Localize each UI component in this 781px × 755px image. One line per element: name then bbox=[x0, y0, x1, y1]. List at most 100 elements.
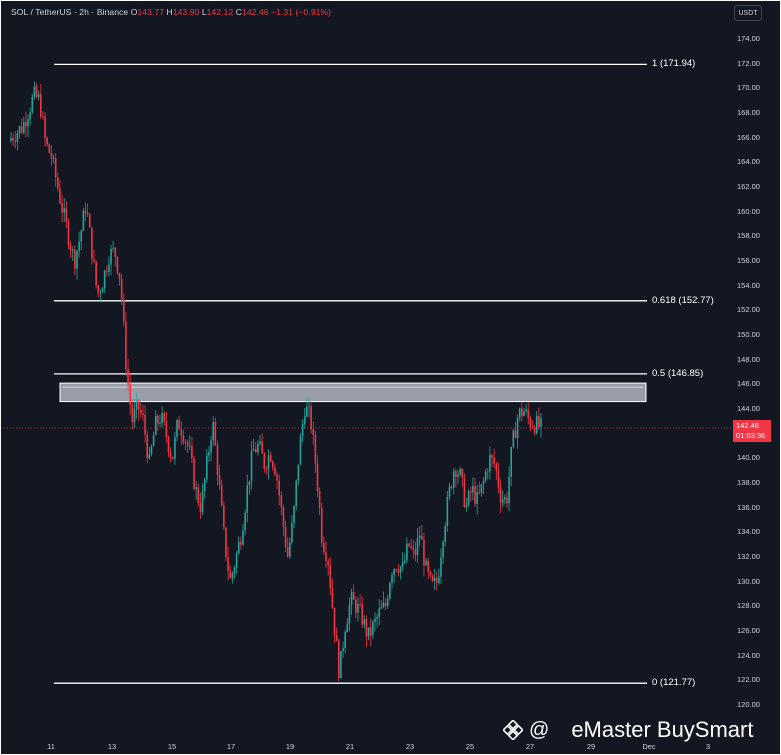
candles-layer bbox=[10, 81, 542, 682]
candle-body bbox=[299, 436, 302, 465]
candle-body bbox=[335, 634, 338, 641]
candle-body bbox=[301, 424, 304, 437]
candle-body bbox=[201, 491, 204, 513]
candle-body bbox=[448, 486, 451, 497]
candle-body bbox=[178, 420, 180, 430]
open-value: 143.77 bbox=[137, 7, 165, 17]
y-tick-label: 150.00 bbox=[737, 330, 760, 339]
candle-body bbox=[418, 535, 421, 538]
candle-body bbox=[484, 471, 487, 481]
x-tick-label: 25 bbox=[465, 742, 475, 751]
candle-body bbox=[80, 230, 83, 242]
candle-body bbox=[44, 116, 46, 138]
candle-body bbox=[61, 202, 63, 213]
candle-body bbox=[367, 627, 370, 637]
candle-body bbox=[191, 445, 193, 459]
candle-body bbox=[272, 461, 274, 468]
candle-body bbox=[291, 522, 293, 543]
candle-body bbox=[144, 415, 146, 435]
y-tick-label: 124.00 bbox=[737, 650, 760, 660]
candle-body bbox=[114, 247, 117, 257]
candle-body bbox=[346, 623, 349, 633]
candle-body bbox=[323, 542, 325, 553]
candle-body bbox=[244, 512, 246, 531]
symbol-info: SOL / TetherUS · 2h · Binance O143.77 H1… bbox=[11, 7, 331, 17]
candle-body bbox=[95, 261, 97, 286]
candle-body bbox=[444, 526, 447, 542]
candle-body bbox=[531, 426, 534, 428]
candle-body bbox=[35, 86, 38, 97]
candle-body bbox=[476, 491, 478, 504]
candle-body bbox=[525, 409, 527, 411]
candle-body bbox=[482, 480, 485, 485]
candle-body bbox=[246, 485, 249, 513]
high-label: H bbox=[166, 7, 173, 17]
candle-body bbox=[512, 430, 515, 448]
candle-body bbox=[237, 541, 240, 554]
candle-body bbox=[140, 410, 142, 414]
candle-body bbox=[33, 86, 36, 98]
candle-body bbox=[99, 292, 102, 294]
candle-body bbox=[54, 157, 57, 178]
candle-body bbox=[59, 188, 61, 203]
candle-body bbox=[69, 245, 72, 251]
candle-body bbox=[538, 415, 540, 427]
candle-body bbox=[425, 560, 427, 566]
candle-body bbox=[310, 406, 312, 430]
resistance-zone-layer bbox=[59, 382, 647, 403]
candle-body bbox=[533, 427, 536, 433]
candle-body bbox=[314, 434, 317, 464]
currency-button[interactable]: USDT bbox=[734, 5, 762, 21]
candle-body bbox=[188, 445, 191, 447]
candle-body bbox=[478, 491, 481, 493]
high-value: 143.90 bbox=[172, 7, 200, 17]
candle-body bbox=[535, 415, 538, 433]
candle-body bbox=[57, 177, 59, 189]
candle-body bbox=[16, 133, 19, 142]
candle-body bbox=[203, 479, 206, 492]
candle-body bbox=[489, 455, 491, 472]
candle-body bbox=[429, 571, 432, 576]
candle-body bbox=[427, 560, 429, 572]
candle-body bbox=[529, 418, 532, 427]
candle-body bbox=[248, 481, 251, 486]
candle-body bbox=[48, 144, 51, 153]
candle-body bbox=[295, 480, 298, 506]
candle-body bbox=[374, 618, 376, 623]
candle-body bbox=[376, 616, 378, 619]
fib-level-label: 0.5 (146.85) bbox=[652, 367, 704, 379]
candle-body bbox=[474, 486, 476, 504]
x-tick-label: 11 bbox=[47, 742, 55, 751]
candle-body bbox=[154, 415, 157, 436]
candle-body bbox=[369, 627, 372, 636]
close-value: 142.46 bbox=[242, 7, 269, 17]
candle-body bbox=[293, 505, 295, 523]
candle-body bbox=[410, 546, 412, 548]
candle-body bbox=[267, 455, 270, 470]
candle-body bbox=[280, 495, 283, 508]
candle-body bbox=[440, 557, 442, 577]
candle-body bbox=[452, 471, 455, 488]
current-price-tag: 142.46 01:03:36 bbox=[733, 420, 771, 442]
candle-body bbox=[82, 210, 85, 231]
candle-body bbox=[110, 248, 112, 265]
y-tick-label: 132.00 bbox=[737, 552, 760, 561]
candle-body bbox=[133, 409, 136, 423]
y-tick-label: 152.00 bbox=[737, 305, 760, 315]
candle-body bbox=[459, 468, 461, 475]
candle-body bbox=[320, 507, 323, 543]
y-tick-label: 156.00 bbox=[737, 256, 760, 265]
candle-body bbox=[257, 444, 259, 453]
fib-level-label: 0.618 (152.77) bbox=[652, 294, 714, 306]
candle-body bbox=[97, 285, 100, 294]
candle-body bbox=[101, 288, 104, 293]
candle-body bbox=[105, 270, 108, 272]
x-tick-label: 27 bbox=[525, 742, 535, 751]
candle-body bbox=[501, 499, 504, 503]
y-tick-label: 130.00 bbox=[737, 576, 760, 586]
candle-body bbox=[254, 448, 257, 453]
low-value: 142.12 bbox=[206, 7, 234, 17]
fib-level-label: 1 (171.94) bbox=[652, 58, 696, 70]
candle-body bbox=[152, 435, 155, 447]
